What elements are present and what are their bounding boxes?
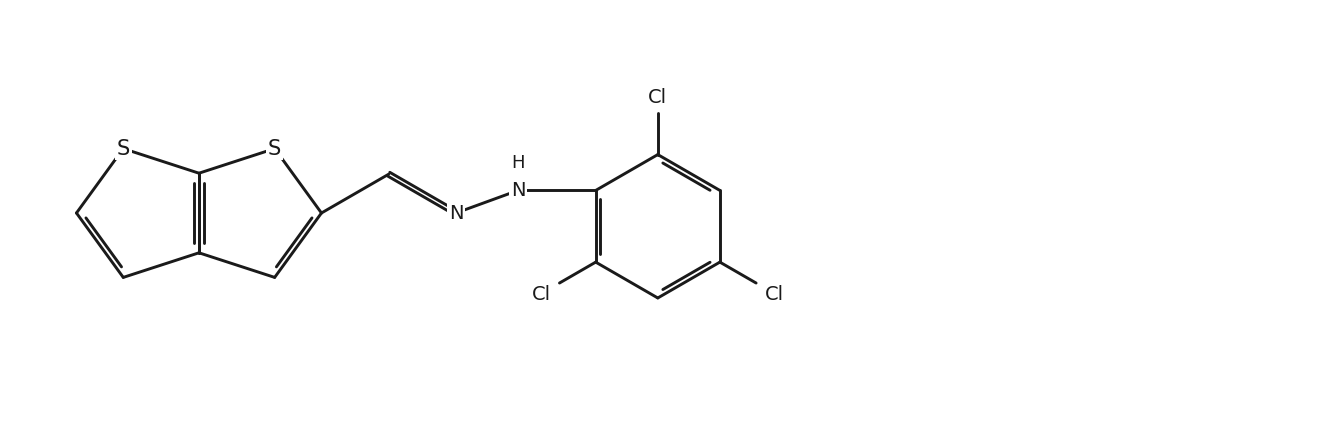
Text: Cl: Cl	[532, 285, 551, 304]
Text: Cl: Cl	[765, 285, 783, 304]
Text: H: H	[511, 154, 524, 172]
Text: S: S	[116, 139, 129, 159]
Text: N: N	[511, 181, 526, 200]
Text: N: N	[449, 203, 464, 223]
Text: S: S	[268, 139, 281, 159]
Text: Cl: Cl	[649, 88, 667, 107]
